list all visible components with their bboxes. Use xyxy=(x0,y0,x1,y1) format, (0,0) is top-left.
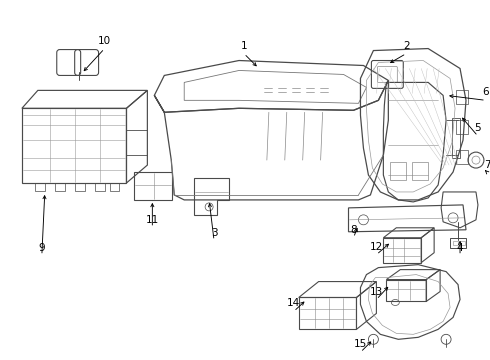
Bar xyxy=(299,297,356,329)
Bar xyxy=(110,183,120,191)
Bar xyxy=(383,238,421,263)
Bar xyxy=(95,183,104,191)
Bar xyxy=(134,172,172,200)
Text: 5: 5 xyxy=(475,123,481,133)
Bar xyxy=(35,183,45,191)
Bar xyxy=(22,108,126,183)
Text: 11: 11 xyxy=(146,215,159,225)
Text: 13: 13 xyxy=(370,287,383,297)
Bar xyxy=(456,120,468,134)
Text: 10: 10 xyxy=(98,36,111,46)
Bar xyxy=(453,241,458,245)
Bar xyxy=(456,150,468,164)
Text: 7: 7 xyxy=(485,160,490,170)
Bar xyxy=(74,183,85,191)
Text: 12: 12 xyxy=(370,242,383,252)
Text: 3: 3 xyxy=(211,228,218,238)
Bar xyxy=(391,162,406,180)
Bar xyxy=(450,238,466,248)
Bar xyxy=(456,90,468,104)
Bar xyxy=(412,162,428,180)
Text: 4: 4 xyxy=(457,243,464,253)
Bar xyxy=(386,280,426,301)
Text: 14: 14 xyxy=(287,298,300,309)
Text: 1: 1 xyxy=(241,41,247,50)
Text: 9: 9 xyxy=(39,243,45,253)
Text: 8: 8 xyxy=(350,225,357,235)
Bar xyxy=(55,183,65,191)
Text: 6: 6 xyxy=(483,87,489,97)
Bar xyxy=(452,118,460,158)
Bar xyxy=(460,241,465,245)
Text: 15: 15 xyxy=(354,339,367,349)
Text: 2: 2 xyxy=(403,41,410,50)
